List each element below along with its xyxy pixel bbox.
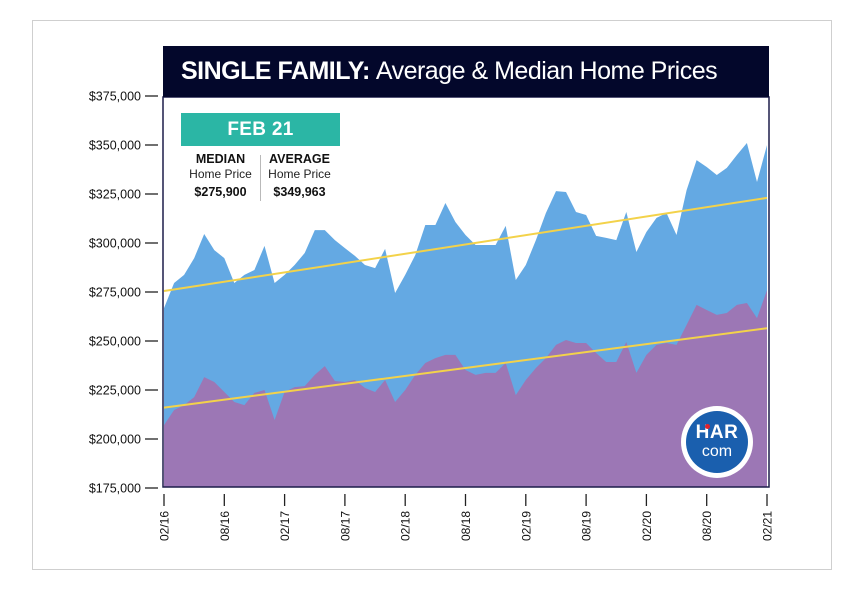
average-value: $349,963 <box>273 185 326 199</box>
har-logo-badge: HAR com <box>686 411 748 473</box>
x-tick-label: 02/17 <box>278 511 292 541</box>
x-tick-label: 08/19 <box>580 511 594 541</box>
y-tick-label: $225,000 <box>89 384 141 398</box>
average-trend-line <box>163 196 768 293</box>
x-tick-label: 02/21 <box>761 511 775 541</box>
median-subheading: Home Price <box>189 167 252 181</box>
x-tick-label: 02/19 <box>519 511 533 541</box>
har-logo-dot <box>705 424 710 429</box>
date-badge: FEB 21 <box>181 113 340 146</box>
price-callout: FEB 21 MEDIAN Home Price $275,900 AVERAG… <box>181 113 340 201</box>
chart-title-bold: SINGLE FAMILY: <box>181 57 370 85</box>
y-tick-label: $200,000 <box>89 433 141 447</box>
average-heading: AVERAGE <box>269 152 330 166</box>
median-price-area <box>164 290 767 487</box>
har-logo: HAR com <box>681 406 753 478</box>
y-tick-label: $300,000 <box>89 237 141 251</box>
x-tick-label: 08/18 <box>459 511 473 541</box>
average-subheading: Home Price <box>268 167 331 181</box>
x-tick-label: 08/16 <box>218 511 232 541</box>
median-value: $275,900 <box>194 185 247 199</box>
chart-title: SINGLE FAMILY: Average & Median Home Pri… <box>163 46 769 97</box>
chart-title-light: Average & Median Home Prices <box>375 57 718 85</box>
x-tick-label: 08/17 <box>338 511 352 541</box>
har-logo-com: com <box>701 443 733 460</box>
y-tick-label: $350,000 <box>89 139 141 153</box>
y-tick-label: $325,000 <box>89 188 141 202</box>
har-logo-text: HAR <box>695 422 739 443</box>
median-trend-line <box>163 327 768 409</box>
average-summary: AVERAGE Home Price $349,963 <box>260 152 339 200</box>
x-tick-label: 02/18 <box>399 511 413 541</box>
y-tick-label: $375,000 <box>89 90 141 104</box>
x-tick-label: 02/20 <box>640 511 654 541</box>
chart-frame <box>32 20 832 570</box>
x-tick-label: 08/20 <box>700 511 714 541</box>
callout-divider <box>260 155 261 201</box>
y-tick-label: $250,000 <box>89 335 141 349</box>
y-tick-label: $275,000 <box>89 286 141 300</box>
median-summary: MEDIAN Home Price $275,900 <box>181 152 260 200</box>
x-tick-label: 02/16 <box>158 511 172 541</box>
y-tick-label: $175,000 <box>89 482 141 496</box>
median-heading: MEDIAN <box>195 152 246 166</box>
plot-border <box>162 96 770 488</box>
